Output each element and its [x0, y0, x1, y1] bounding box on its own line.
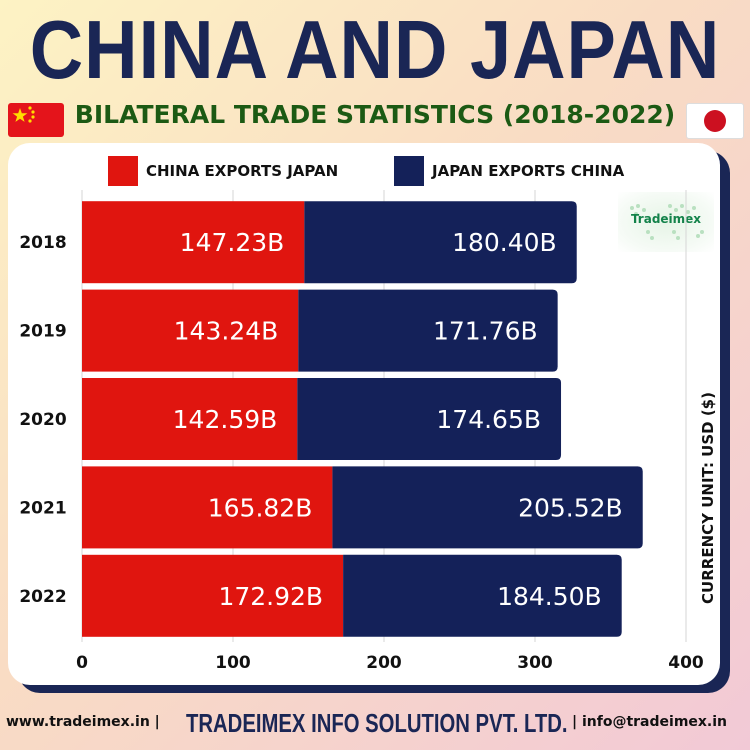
- bars: [82, 201, 643, 637]
- chart-subtitle: BILATERAL TRADE STATISTICS (2018-2022): [74, 100, 676, 129]
- bar-segment-japan: [332, 466, 643, 549]
- legend-label-japan: JAPAN EXPORTS CHINA: [432, 162, 625, 180]
- legend-item-japan: JAPAN EXPORTS CHINA: [394, 156, 624, 186]
- bar-value-label: 184.50B: [497, 582, 602, 611]
- x-tick-label: 300: [517, 653, 553, 673]
- year-label: 2021: [19, 498, 66, 518]
- bar-value-label: 171.76B: [433, 317, 538, 346]
- bar-value-label: 205.52B: [518, 493, 623, 522]
- bar-value-label: 172.92B: [218, 582, 323, 611]
- legend-item-china: CHINA EXPORTS JAPAN: [108, 156, 338, 186]
- bar-segment-china: [82, 554, 344, 637]
- bar-value-label: 180.40B: [452, 228, 557, 257]
- x-tick-label: 100: [215, 653, 251, 673]
- bar-segment-japan: [343, 554, 622, 637]
- x-tick-label: 0: [76, 653, 88, 673]
- footer-company-name: TRADEIMEX INFO SOLUTION PVT. LTD.: [186, 708, 568, 738]
- bar-value-label: 142.59B: [173, 405, 278, 434]
- bar-segment-china: [82, 201, 305, 284]
- bar-segment-china: [82, 378, 298, 460]
- bar-labels: 147.23B 180.40B 143.24B 171.76B 142.59B 174.6…: [173, 228, 623, 611]
- bar-value-label: 143.24B: [174, 317, 279, 346]
- bar-value-label: 174.65B: [436, 405, 541, 434]
- bar-segment-china: [82, 289, 299, 372]
- year-label: 2019: [19, 322, 66, 342]
- bar-segment-japan: [297, 378, 562, 460]
- tradeimex-logo: Tradeimex: [618, 192, 714, 252]
- bar-value-label: 165.82B: [208, 493, 313, 522]
- bar-segment-japan: [298, 289, 558, 372]
- year-label: 2022: [19, 587, 66, 607]
- footer-website-link[interactable]: www.tradeimex.in |: [6, 714, 160, 730]
- footer-email-link[interactable]: | info@tradeimex.in: [572, 714, 728, 730]
- legend-swatch-china: [108, 156, 138, 186]
- footer: www.tradeimex.in | TRADEIMEX INFO SOLUTI…: [0, 708, 750, 742]
- currency-unit-label: CURRENCY UNIT: USD ($): [699, 392, 717, 604]
- logo-text: Tradeimex: [630, 212, 702, 226]
- japan-flag-icon: [686, 103, 744, 139]
- china-flag-icon: [8, 103, 64, 137]
- legend-label-china: CHINA EXPORTS JAPAN: [146, 162, 339, 180]
- year-label: 2018: [19, 233, 66, 253]
- bar-segment-japan: [304, 201, 577, 284]
- axis-labels: 0 100 200 300 400 2018 2019 2020 2021 2022: [19, 233, 704, 673]
- x-tick-label: 400: [668, 653, 704, 673]
- legend-swatch-japan: [394, 156, 424, 186]
- bar-segment-china: [82, 466, 333, 549]
- bar-value-label: 147.23B: [180, 228, 285, 257]
- year-label: 2020: [19, 410, 66, 430]
- x-tick-label: 200: [366, 653, 402, 673]
- subtitle-row: BILATERAL TRADE STATISTICS (2018-2022): [0, 100, 750, 139]
- page-title: CHINA AND JAPAN: [29, 3, 721, 97]
